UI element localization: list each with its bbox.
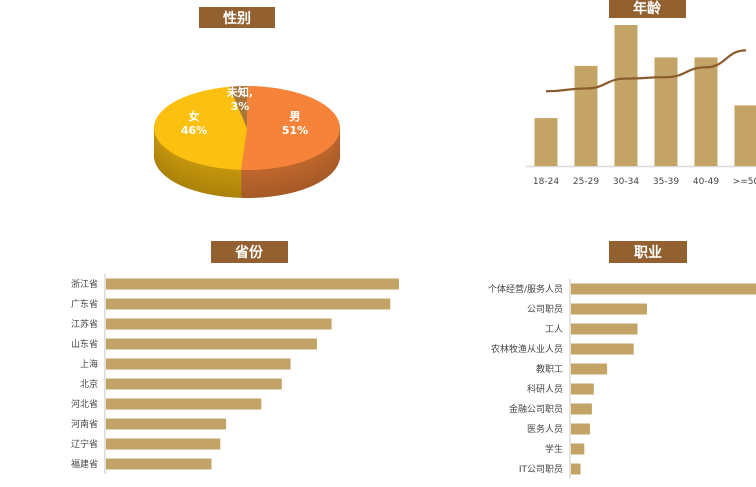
province-category-label: 江苏省 (71, 318, 98, 330)
occupation-title: 职业 (634, 245, 662, 261)
province-bar (106, 398, 262, 410)
occupation-bar (571, 303, 647, 315)
age-bar (734, 105, 756, 166)
occupation-bar (571, 463, 581, 475)
age-bar (654, 57, 678, 166)
occupation-chart: 个体经营/服务人员公司职员工人农林牧渔从业人员教职工科研人员金融公司职员医务人员… (488, 279, 756, 479)
occupation-category-label: 金融公司职员 (509, 403, 563, 415)
occupation-category-label: 科研人员 (527, 383, 563, 395)
occupation-panel: 职业 个体经营/服务人员公司职员工人农林牧渔从业人员教职工科研人员金融公司职员医… (488, 241, 756, 479)
province-category-label: 上海 (80, 358, 98, 370)
pie-slice-0 (241, 86, 340, 170)
province-category-label: 北京 (80, 378, 98, 390)
province-bar (106, 458, 212, 470)
age-tick-label: 30-34 (613, 177, 639, 187)
occupation-category-label: 医务人员 (527, 423, 563, 435)
occupation-bar (571, 383, 594, 395)
province-category-label: 辽宁省 (71, 438, 98, 450)
age-bar (534, 118, 558, 166)
age-tick-label: 40-49 (693, 177, 719, 187)
province-bar (106, 338, 317, 350)
age-tick-label: 25-29 (573, 177, 599, 187)
province-bar (106, 418, 227, 430)
province-category-label: 广东省 (71, 298, 98, 310)
province-bar (106, 358, 291, 370)
province-category-label: 河南省 (71, 418, 98, 430)
occupation-bar (571, 363, 608, 375)
occupation-category-label: 工人 (545, 324, 563, 335)
province-category-label: 浙江省 (71, 278, 98, 290)
occupation-category-label: IT公司职员 (519, 464, 563, 475)
occupation-category-label: 个体经营/服务人员 (488, 283, 563, 295)
pie-label-name: 女 (189, 109, 200, 123)
age-trend-line (545, 49, 747, 93)
gender-title-box (199, 7, 275, 28)
age-title-box (609, 0, 686, 18)
pie-slice-1 (153, 86, 247, 170)
province-category-label: 福建省 (71, 458, 98, 470)
age-chart: 18-24 25-29 30-34 35-39 40-49 >=50 (526, 25, 756, 187)
occupation-category-label: 农林牧渔从业人员 (491, 343, 563, 355)
occupation-bar (571, 323, 638, 335)
province-bar (106, 318, 332, 330)
occupation-title-box (609, 241, 687, 263)
age-tick-label: 18-24 (533, 177, 559, 187)
gender-panel: 性别 男51% 女46% 未知,3% (153, 7, 341, 198)
occupation-bar (571, 343, 634, 355)
pie-label-name: 未知, (226, 85, 253, 99)
gender-pie: 男51% 女46% 未知,3% (153, 85, 341, 198)
province-bar (106, 278, 399, 290)
province-category-label: 河北省 (71, 398, 98, 410)
age-bar (574, 65, 598, 166)
occupation-bar (571, 443, 585, 455)
occupation-bar (571, 423, 590, 435)
pie-label-value: 3% (231, 100, 250, 113)
province-bar (106, 378, 282, 390)
occupation-bar (571, 403, 592, 415)
age-tick-label: >=50 (733, 177, 756, 187)
pie-label-name: 男 (290, 110, 301, 123)
pie-slice-2 (229, 86, 247, 128)
gender-title: 性别 (223, 10, 251, 27)
age-tick-label: 35-39 (653, 177, 679, 187)
pie-label-value: 51% (282, 124, 308, 137)
age-panel: 年龄 18-24 25-29 30-34 35-39 40-49 >=50 (526, 0, 756, 187)
age-title: 年龄 (633, 0, 662, 17)
occupation-category-label: 学生 (545, 443, 563, 455)
age-bar (614, 25, 638, 166)
pie-label-value: 46% (181, 124, 207, 137)
province-category-label: 山东省 (71, 338, 98, 350)
age-bar (694, 57, 718, 166)
occupation-bar (571, 283, 756, 295)
occupation-category-label: 教职工 (536, 363, 563, 375)
occupation-category-label: 公司职员 (527, 304, 563, 315)
province-title: 省份 (234, 244, 264, 261)
province-title-box (211, 241, 288, 263)
province-bar (106, 438, 221, 450)
province-bar (106, 298, 391, 310)
